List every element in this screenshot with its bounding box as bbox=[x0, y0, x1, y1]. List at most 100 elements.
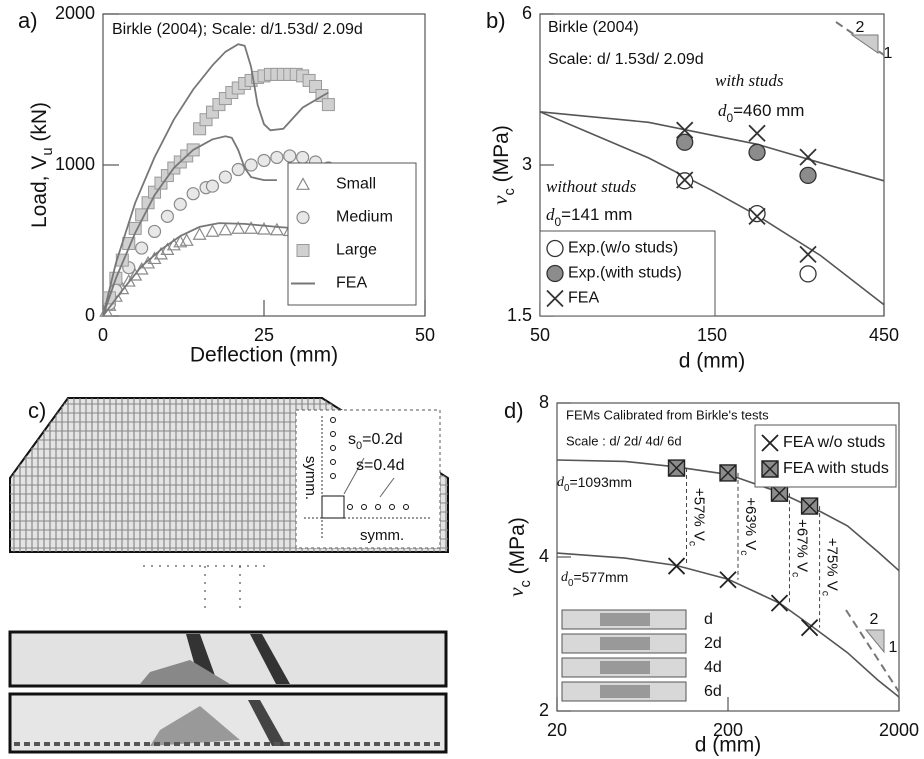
legend-marker bbox=[762, 461, 778, 477]
figure: c) s0=0.2d s=0.4d symm. symm. 0 25 50 0 1000… bbox=[0, 0, 924, 759]
legend-label: Large bbox=[336, 242, 377, 259]
x-axis-label: d (mm) bbox=[695, 734, 762, 757]
legend-label: FEA with studs bbox=[783, 460, 889, 477]
data-point bbox=[802, 498, 818, 514]
data-point bbox=[322, 99, 334, 111]
data-point bbox=[800, 167, 816, 183]
percent-label: +75% Vc bbox=[820, 538, 841, 596]
text-part: =141 mm bbox=[561, 205, 632, 224]
inset-label: 4d bbox=[704, 659, 722, 676]
data-point bbox=[749, 125, 765, 141]
y-tick-label: 0 bbox=[85, 305, 95, 325]
data-point bbox=[219, 224, 231, 235]
inset-label: d bbox=[704, 611, 713, 628]
x-tick-label: 450 bbox=[869, 325, 899, 345]
fe-inset-damage bbox=[600, 613, 650, 626]
legend-label: FEA bbox=[336, 275, 367, 292]
section-lines bbox=[143, 566, 265, 612]
legend-label: FEA bbox=[568, 290, 599, 307]
percent-label: +63% Vc bbox=[738, 497, 759, 555]
data-point bbox=[284, 150, 296, 162]
annotation: with studs bbox=[715, 71, 784, 90]
slope-label: 2 bbox=[856, 19, 865, 36]
percent-label: +67% Vc bbox=[790, 519, 811, 577]
slope-label: 1 bbox=[889, 639, 898, 656]
text-part: u bbox=[40, 147, 56, 155]
data-point bbox=[174, 198, 186, 210]
text-part: c bbox=[687, 541, 699, 546]
panel-label: c) bbox=[28, 398, 46, 423]
text-part: without studs bbox=[546, 177, 637, 196]
annotation: d0=577mm bbox=[561, 569, 628, 589]
data-point bbox=[749, 206, 765, 222]
panel-c: c) s0=0.2d s=0.4d symm. symm. bbox=[10, 398, 448, 752]
symm-label: symm. bbox=[302, 456, 319, 500]
text-part: c bbox=[820, 591, 832, 596]
fe-inset-damage bbox=[600, 685, 650, 698]
y-tick-label: 6 bbox=[522, 3, 532, 23]
y-tick-label: 1000 bbox=[55, 154, 95, 174]
y-tick-label: 1.5 bbox=[507, 305, 532, 325]
data-point bbox=[800, 266, 816, 282]
symm-label: symm. bbox=[360, 527, 404, 544]
panel-label: b) bbox=[486, 8, 506, 33]
spacing-label: s=0.4d bbox=[356, 457, 404, 474]
panel-label: a) bbox=[18, 8, 38, 33]
slope-triangle bbox=[852, 35, 878, 53]
text-part: Load, V bbox=[28, 156, 51, 228]
data-point bbox=[149, 225, 161, 237]
data-point bbox=[771, 485, 787, 501]
x-tick-label: 50 bbox=[530, 325, 550, 345]
x-tick-label: 0 bbox=[98, 325, 108, 345]
legend-marker bbox=[297, 245, 309, 257]
x-tick-label: 25 bbox=[254, 325, 274, 345]
text-part: with studs bbox=[715, 71, 784, 90]
chart-subtitle: Scale : d/ 2d/ 4d/ 6d bbox=[566, 433, 682, 448]
legend-marker bbox=[547, 266, 563, 282]
annotation: d0=1093mm bbox=[557, 474, 632, 494]
chart-subtitle: Scale: d/ 1.53d/ 2.09d bbox=[548, 51, 704, 68]
x-tick-label: 20 bbox=[547, 720, 567, 740]
annotation: d0=460 mm bbox=[718, 101, 804, 125]
data-point bbox=[271, 224, 283, 235]
text-part: c bbox=[502, 188, 518, 195]
annotation: d0=141 mm bbox=[546, 205, 632, 229]
text-part: =577mm bbox=[573, 569, 628, 585]
text-part: =460 mm bbox=[733, 101, 804, 120]
text: s bbox=[348, 431, 356, 448]
data-point bbox=[669, 558, 685, 574]
legend-label: Medium bbox=[336, 209, 393, 226]
x-tick-label: 2000 bbox=[879, 720, 919, 740]
text-part: c bbox=[790, 572, 802, 577]
data-point bbox=[219, 171, 231, 183]
y-tick-label: 3 bbox=[522, 154, 532, 174]
y-tick-label: 4 bbox=[539, 546, 549, 566]
slope-label: 2 bbox=[870, 611, 879, 628]
annotation: without studs bbox=[546, 177, 637, 196]
trend-line bbox=[540, 112, 884, 181]
data-point bbox=[800, 246, 816, 262]
legend-label: Small bbox=[336, 176, 376, 193]
data-point bbox=[720, 572, 736, 588]
beam-section bbox=[10, 632, 446, 686]
chart-title: Birkle (2004) bbox=[548, 19, 639, 36]
legend-label: Exp.(w/o studs) bbox=[568, 240, 678, 257]
text-part: =1093mm bbox=[569, 474, 632, 490]
data-point bbox=[161, 210, 173, 222]
y-axis-label: vc (MPa) bbox=[504, 517, 534, 597]
inset-label: 6d bbox=[704, 683, 722, 700]
x-tick-label: 50 bbox=[415, 325, 435, 345]
text-part: (MPa) bbox=[506, 517, 529, 580]
legend-label: FEA w/o studs bbox=[783, 434, 885, 451]
legend-label: Exp.(with studs) bbox=[568, 265, 682, 282]
data-point bbox=[720, 465, 736, 481]
x-tick-label: 150 bbox=[697, 325, 727, 345]
slope-label: 1 bbox=[884, 45, 893, 62]
text-part: +67% V bbox=[794, 519, 811, 572]
data-point bbox=[187, 188, 199, 200]
data-point bbox=[749, 144, 765, 160]
legend-marker bbox=[297, 212, 309, 224]
text-part: +63% V bbox=[742, 497, 759, 550]
data-point bbox=[232, 164, 244, 176]
y-axis-label: vc (MPa) bbox=[488, 125, 518, 205]
